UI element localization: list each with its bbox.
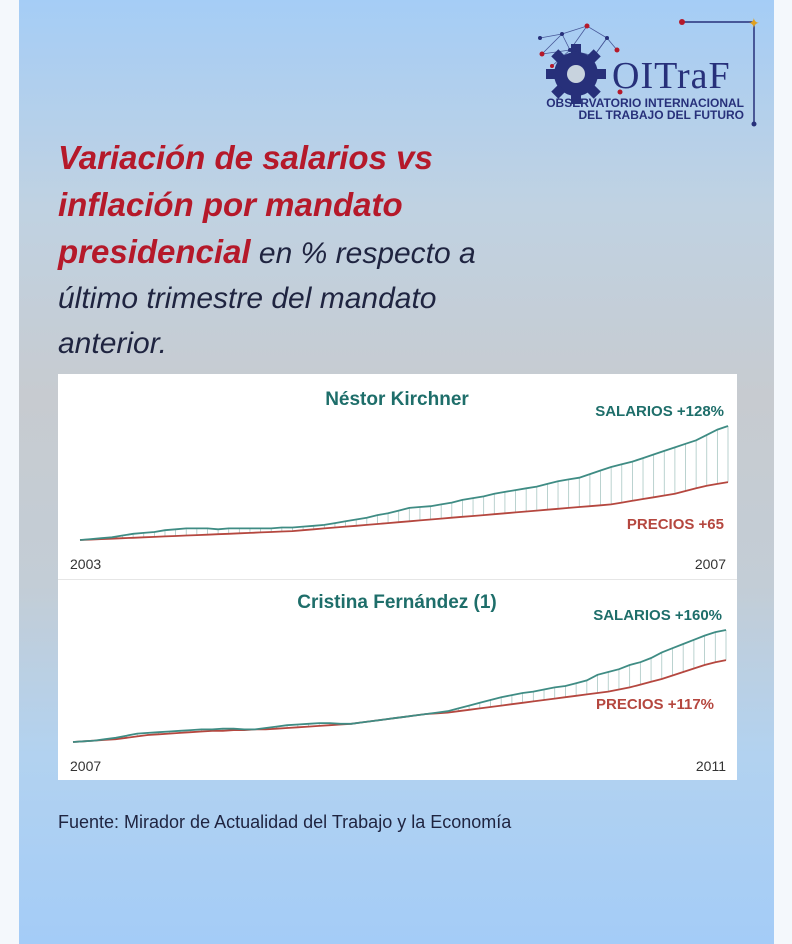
salarios-label: SALARIOS +160% xyxy=(593,607,722,624)
logo-subtitle: OBSERVATORIO INTERNACIONAL DEL TRABAJO D… xyxy=(536,97,754,121)
salarios-line xyxy=(72,629,727,743)
x-start-label: 2007 xyxy=(70,758,101,774)
chart-divider xyxy=(58,579,737,580)
headline: Variación de salarios vs inflación por m… xyxy=(58,135,528,366)
chart-title: Cristina Fernández (1) xyxy=(297,592,497,613)
right-margin xyxy=(774,0,792,944)
precios-label: PRECIOS +117% xyxy=(596,696,714,713)
line-charts: Néstor Kirchner SALARIOS +128% PRECIOS +65… xyxy=(70,389,729,774)
logo-subtitle-line2: DEL TRABAJO DEL FUTURO xyxy=(578,108,744,122)
salarios-line xyxy=(79,425,729,541)
x-start-label: 2003 xyxy=(70,556,101,572)
chart-title: Néstor Kirchner xyxy=(325,389,469,410)
precios-label: PRECIOS +65 xyxy=(627,516,724,533)
logo-subtitle-line1: OBSERVATORIO INTERNACIONAL xyxy=(546,96,744,110)
oitraf-logo: ✦ xyxy=(532,16,762,128)
svg-text:✦: ✦ xyxy=(748,16,760,32)
precios-line xyxy=(79,481,729,541)
left-margin xyxy=(0,0,19,944)
gear-network-icon: ✦ xyxy=(538,16,760,127)
x-end-label: 2007 xyxy=(695,556,726,572)
headline-bold: Variación de salarios vs inflación por m… xyxy=(58,139,433,270)
source-note: Fuente: Mirador de Actualidad del Trabaj… xyxy=(58,812,512,832)
chart-panel: Néstor Kirchner SALARIOS +128% PRECIOS +65… xyxy=(58,374,737,780)
headline-rest: en % respecto a último trimestre del man… xyxy=(58,237,476,360)
salarios-label: SALARIOS +128% xyxy=(595,403,724,420)
logo-wordmark: OITraF xyxy=(612,55,731,97)
x-end-label: 2011 xyxy=(696,758,726,774)
